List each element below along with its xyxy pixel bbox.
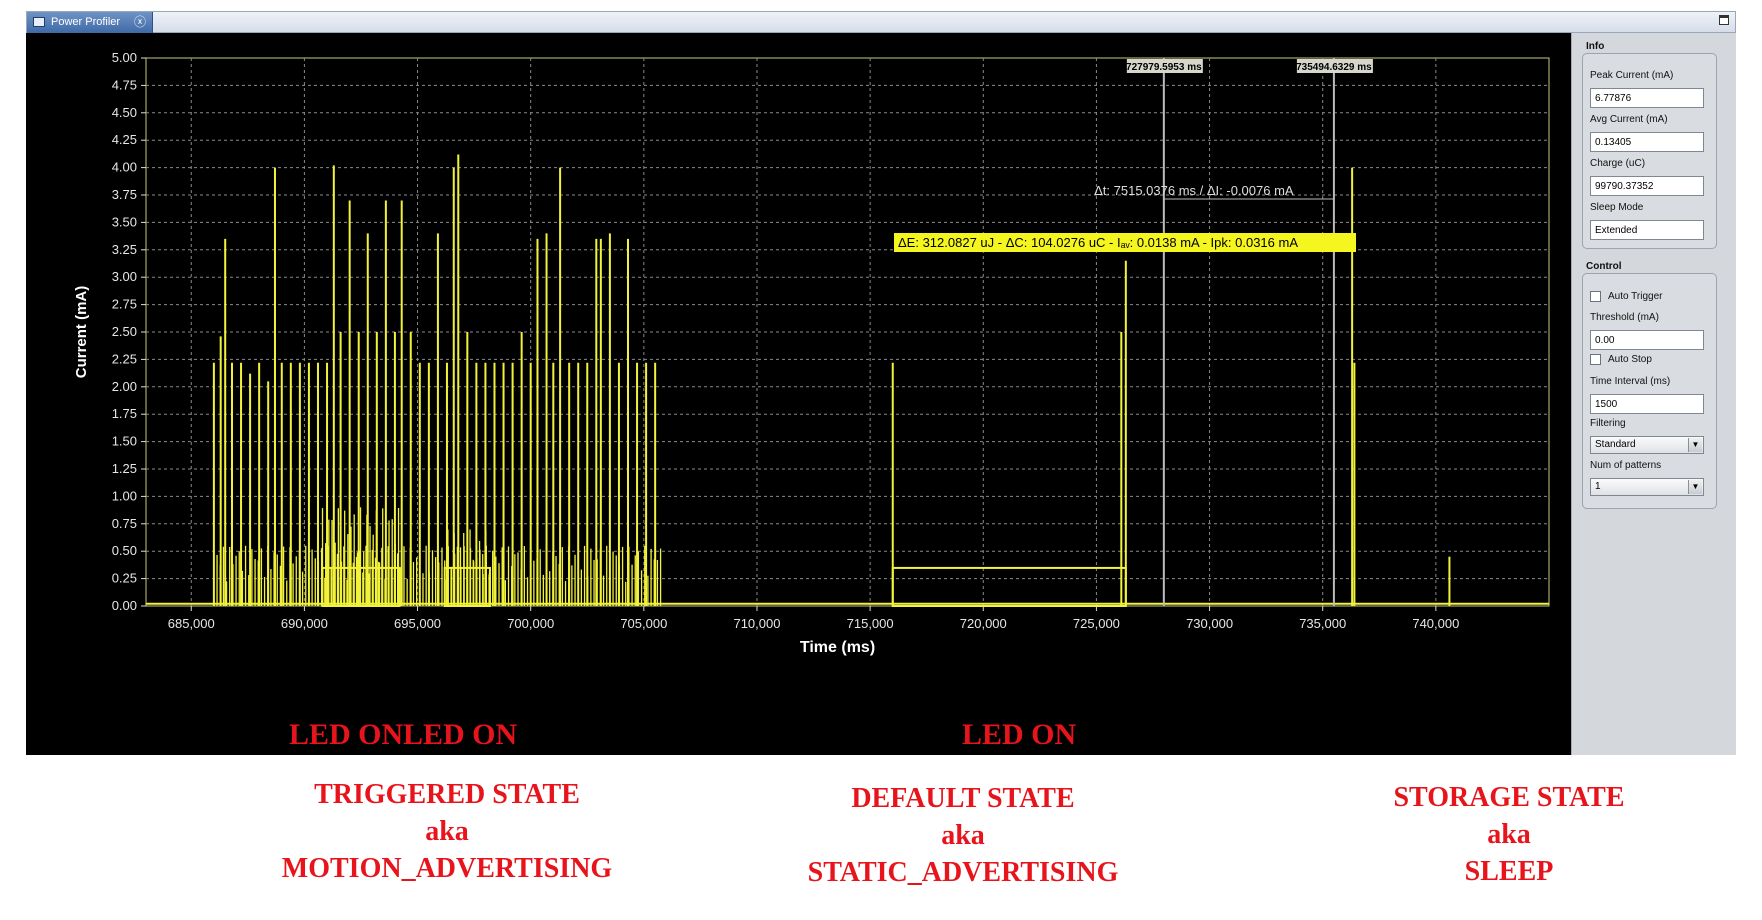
cursor-label-bg (1296, 59, 1373, 73)
control-title: Control (1586, 261, 1622, 272)
info-title: Info (1586, 41, 1605, 52)
control-group (1582, 273, 1717, 509)
default-state-aka: aka (941, 820, 985, 851)
peak-current-label: Peak Current (mA) (1590, 70, 1674, 81)
time-interval-field[interactable] (1590, 394, 1704, 414)
y-tick-label: 4.25 (112, 132, 137, 147)
led-on-label-1: LED ON (289, 718, 404, 751)
default-state-title: DEFAULT STATE (851, 783, 1075, 814)
energy-annotation: ΔE: 312.0827 uJ - ΔC: 104.0276 uC - Iₐᵥ:… (898, 235, 1298, 250)
y-tick-label: 3.25 (112, 242, 137, 257)
current-chart[interactable]: 0.00 0.25 0.50 0.75 1.00 1.25 1.50 1.75 2.00 2.25… (26, 33, 1571, 755)
chevron-down-icon: ▼ (1688, 480, 1702, 494)
y-tick-label: 0.50 (112, 543, 137, 558)
avg-current-field[interactable] (1590, 132, 1704, 152)
x-tick-label: 730,000 (1186, 616, 1233, 631)
y-tick-label: 0.00 (112, 598, 137, 613)
y-tick-label: 1.25 (112, 461, 137, 476)
y-tick-label: 2.50 (112, 324, 137, 339)
charge-label: Charge (uC) (1590, 158, 1646, 169)
close-icon[interactable]: ⓧ (134, 15, 147, 29)
y-tick-label: 2.00 (112, 379, 137, 394)
x-axis-title: Time (ms) (800, 639, 875, 656)
tab-strip: Power Profiler ⓧ (26, 11, 1736, 33)
sleep-mode-field[interactable] (1590, 220, 1704, 240)
led-on-plateau (891, 566, 1127, 607)
cursor-label: 735494.6329 ms (1296, 62, 1372, 73)
y-tick-label: 1.00 (112, 488, 137, 503)
x-tick-label: 685,000 (168, 616, 215, 631)
led-on-label-3: LED ON (962, 718, 1077, 751)
auto-trigger-label: Auto Trigger (1608, 291, 1663, 302)
chevron-down-icon: ▼ (1688, 438, 1702, 452)
y-tick-label: 3.00 (112, 269, 137, 284)
delta-annotation: Δt: 7515.0376 ms / ΔI: -0.0076 mA (1094, 183, 1294, 198)
x-tick-label: 690,000 (281, 616, 328, 631)
y-tick-label: 1.75 (112, 406, 137, 421)
y-tick-label: 2.25 (112, 351, 137, 366)
maximize-icon[interactable] (1719, 15, 1729, 25)
threshold-label: Threshold (mA) (1590, 312, 1659, 323)
num-patterns-select[interactable]: 1 ▼ (1590, 478, 1704, 496)
auto-stop-checkbox[interactable] (1590, 354, 1601, 365)
y-tick-label: 5.00 (112, 50, 137, 65)
x-tick-label: 705,000 (620, 616, 667, 631)
filtering-label: Filtering (1590, 418, 1626, 429)
triggered-state-name: MOTION_ADVERTISING (281, 853, 613, 884)
x-tick-label: 725,000 (1073, 616, 1120, 631)
y-tick-label: 0.25 (112, 571, 137, 586)
sleep-mode-label: Sleep Mode (1590, 202, 1644, 213)
y-axis-title: Current (mA) (73, 286, 90, 379)
x-tick-label: 695,000 (394, 616, 441, 631)
threshold-field[interactable] (1590, 330, 1704, 350)
x-tick-label: 715,000 (847, 616, 894, 631)
time-interval-label: Time Interval (ms) (1590, 376, 1671, 387)
cursor-label-bg (1126, 59, 1203, 73)
peak-current-field[interactable] (1590, 88, 1704, 108)
triggered-state-aka: aka (425, 816, 469, 847)
num-patterns-label: Num of patterns (1590, 460, 1662, 471)
default-state-name: STATIC_ADVERTISING (807, 857, 1119, 888)
led-on-label-2: LED ON (403, 718, 518, 751)
y-tick-label: 4.50 (112, 105, 137, 120)
charge-field[interactable] (1590, 176, 1704, 196)
triggered-state-title: TRIGGERED STATE (314, 779, 580, 810)
energy-annotation-bg (894, 233, 1356, 252)
storage-state-caption: STORAGE STATE aka SLEEP (1393, 779, 1624, 890)
plot-panel: 0.00 0.25 0.50 0.75 1.00 1.25 1.50 1.75 2.00 2.25… (26, 33, 1571, 755)
monitor-icon (33, 17, 45, 27)
cursor-label: 727979.5953 ms (1126, 62, 1202, 73)
triggered-state-caption: TRIGGERED STATE aka MOTION_ADVERTISING (282, 776, 612, 887)
tab-title: Power Profiler (51, 16, 121, 28)
x-tick-label: 700,000 (507, 616, 554, 631)
auto-stop-label: Auto Stop (1608, 354, 1652, 365)
y-tick-label: 3.50 (112, 214, 137, 229)
default-state-caption: DEFAULT STATE aka STATIC_ADVERTISING (808, 780, 1119, 891)
x-tick-label: 720,000 (960, 616, 1007, 631)
tab-power-profiler[interactable]: Power Profiler ⓧ (27, 12, 153, 33)
x-tick-label: 710,000 (733, 616, 780, 631)
x-tick-label: 735,000 (1299, 616, 1346, 631)
storage-state-title: STORAGE STATE (1393, 782, 1625, 813)
y-tick-label: 4.75 (112, 77, 137, 92)
x-tick-label: 740,000 (1412, 616, 1459, 631)
storage-state-name: SLEEP (1464, 856, 1554, 887)
side-panel: Info Peak Current (mA) Avg Current (mA) … (1571, 33, 1736, 755)
filtering-value: Standard (1595, 439, 1636, 450)
y-tick-label: 0.75 (112, 516, 137, 531)
y-tick-label: 3.75 (112, 187, 137, 202)
num-patterns-value: 1 (1595, 481, 1601, 492)
y-tick-label: 4.00 (112, 160, 137, 175)
filtering-select[interactable]: Standard ▼ (1590, 436, 1704, 454)
avg-current-label: Avg Current (mA) (1590, 114, 1668, 125)
y-tick-label: 1.50 (112, 434, 137, 449)
y-tick-label: 2.75 (112, 297, 137, 312)
auto-trigger-checkbox[interactable] (1590, 291, 1601, 302)
storage-state-aka: aka (1487, 819, 1531, 850)
